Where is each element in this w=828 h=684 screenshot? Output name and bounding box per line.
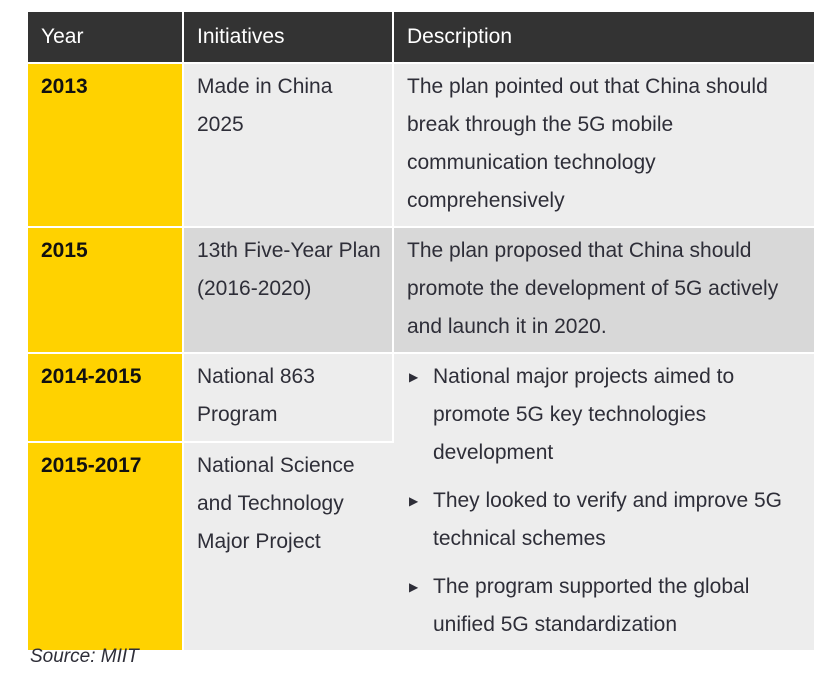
description-cell: The plan pointed out that China should b… bbox=[393, 62, 814, 227]
year-cell: 2015-2017 bbox=[28, 441, 184, 650]
bullet-item: ▶ The program supported the global unifi… bbox=[407, 568, 806, 644]
initiative-cell: National Science and Technology Major Pr… bbox=[183, 441, 393, 650]
initiative-cell: 13th Five-Year Plan (2016-2020) bbox=[183, 226, 394, 353]
table-row: 2013 Made in China 2025 The plan pointed… bbox=[28, 62, 814, 227]
bullet-item: ▶ They looked to verify and improve 5G t… bbox=[407, 482, 806, 558]
description-cell: The plan proposed that China should prom… bbox=[393, 226, 814, 353]
initiative-cell: Made in China 2025 bbox=[183, 62, 394, 227]
initiative-cell: National 863 Program bbox=[183, 351, 394, 443]
year-cell: 2013 bbox=[28, 62, 184, 227]
triangle-right-icon: ▶ bbox=[409, 494, 419, 508]
triangle-right-icon: ▶ bbox=[409, 580, 419, 594]
description-bullet-list: ▶ National major projects aimed to promo… bbox=[407, 358, 806, 644]
bullet-text: National major projects aimed to promote… bbox=[433, 365, 735, 464]
header-initiatives: Initiatives bbox=[183, 12, 394, 63]
header-year: Year bbox=[28, 12, 184, 63]
table-row: 2014-2015 National 863 Program ▶ Nationa… bbox=[28, 351, 814, 650]
year-cell: 2014-2015 bbox=[28, 351, 184, 443]
bullet-item: ▶ National major projects aimed to promo… bbox=[407, 358, 806, 472]
bullet-text: They looked to verify and improve 5G tec… bbox=[433, 489, 783, 550]
table-row: 2015 13th Five-Year Plan (2016-2020) The… bbox=[28, 226, 814, 353]
table-header-row: Year Initiatives Description bbox=[28, 12, 814, 63]
initiatives-table: Year Initiatives Description 2013 Made i… bbox=[28, 12, 814, 650]
source-note: Source: MIIT bbox=[30, 646, 139, 667]
bullet-text: The program supported the global unified… bbox=[433, 575, 750, 636]
triangle-right-icon: ▶ bbox=[409, 370, 419, 384]
description-cell: ▶ National major projects aimed to promo… bbox=[393, 352, 814, 650]
header-description: Description bbox=[393, 12, 814, 63]
table-row: 2015-2017 National Science and Technolog… bbox=[28, 441, 814, 650]
year-cell: 2015 bbox=[28, 226, 184, 353]
